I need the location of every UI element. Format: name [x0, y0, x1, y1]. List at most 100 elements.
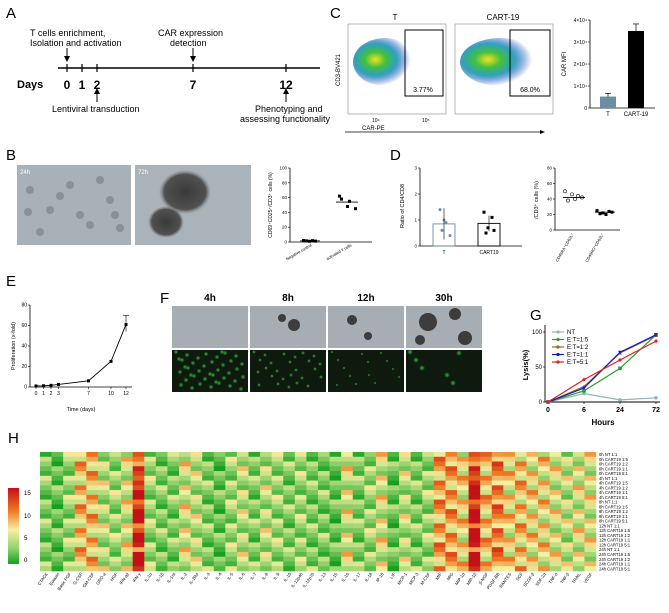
- heatmap-cell: [514, 471, 527, 477]
- heatmap-cell: [167, 466, 180, 472]
- heatmap-cell: [167, 532, 180, 538]
- heatmap-cell: [422, 566, 435, 572]
- heatmap-cell: [352, 532, 365, 538]
- heatmap-col-label: IL-1β: [155, 571, 165, 582]
- heatmap-cell: [422, 452, 435, 458]
- heatmap-cell: [457, 490, 469, 496]
- heatmap-cell: [86, 485, 99, 491]
- e-series-line: [35, 324, 127, 387]
- heatmap-cell: [399, 561, 411, 567]
- f-colony: [347, 315, 357, 325]
- heatmap-cell: [514, 566, 527, 572]
- heatmap-cell: [503, 504, 516, 510]
- heatmap-cell: [503, 551, 516, 558]
- f-fluor-cell: [354, 382, 358, 386]
- heatmap-cell: [63, 471, 76, 477]
- heatmap-col-label: RANTES: [498, 572, 512, 589]
- d-point-cart: [490, 215, 494, 219]
- heatmap-cell: [572, 480, 585, 486]
- heatmap-cell: [213, 461, 226, 467]
- heatmap-cell: [514, 547, 527, 553]
- heatmap-cell: [491, 547, 504, 553]
- heatmap-cell: [144, 485, 157, 491]
- heatmap-cell: [410, 504, 423, 510]
- heatmap-cell: [364, 556, 377, 562]
- mfi-bar: [628, 31, 644, 108]
- heatmap-cell: [433, 452, 446, 458]
- heatmap-cell: [433, 513, 446, 519]
- heatmap-col-label: MCP-3: [408, 571, 420, 585]
- heatmap-cell: [387, 475, 400, 481]
- heatmap-cell: [538, 494, 550, 500]
- heatmap-cell: [86, 480, 99, 486]
- heatmap-cell: [294, 561, 307, 567]
- heatmap-cell: [294, 528, 307, 534]
- heatmap-cell: [445, 566, 458, 572]
- heatmap-cell: [225, 504, 238, 510]
- heatmap-cell: [422, 513, 435, 519]
- heatmap-cell: [422, 518, 435, 524]
- heatmap-cell: [260, 566, 272, 572]
- heatmap-cell: [457, 461, 469, 467]
- heatmap-col-label: SCGF-β: [522, 571, 535, 587]
- heatmap-cell: [155, 523, 168, 529]
- heatmap-cell: [584, 556, 597, 562]
- heatmap-cell: [375, 466, 388, 472]
- heatmap-cell: [63, 499, 76, 505]
- b-tick-label: 40: [282, 210, 288, 215]
- f-fluor-cell: [336, 358, 340, 362]
- heatmap-cell: [433, 551, 446, 558]
- heatmap-cell: [329, 475, 342, 481]
- heatmap-cell: [260, 532, 272, 538]
- heatmap-cell: [40, 504, 52, 510]
- heatmap-cell: [63, 518, 76, 524]
- heatmap-cell: [225, 547, 238, 553]
- heatmap-cell: [167, 513, 180, 519]
- heatmap-cell: [491, 532, 504, 538]
- heatmap-cell: [584, 551, 597, 558]
- heatmap-cell: [202, 471, 215, 477]
- heatmap-cell: [86, 509, 99, 515]
- heatmap-cell: [144, 466, 157, 472]
- heatmap-cell: [387, 542, 400, 548]
- mfi-tick-label: 2×10⁴: [574, 62, 587, 68]
- heatmap-cell: [364, 551, 377, 558]
- heatmap-row-label: 4h CART19 1:2: [599, 485, 628, 490]
- heatmap-cell: [503, 513, 516, 519]
- heatmap-cell: [306, 532, 319, 538]
- heatmap-cell: [387, 461, 400, 467]
- heatmap-cell: [306, 518, 319, 524]
- heatmap-cell: [236, 556, 249, 562]
- heatmap-cell: [561, 494, 574, 500]
- heatmap-cell: [144, 566, 157, 572]
- heatmap-cell: [236, 471, 249, 477]
- heatmap-cell: [132, 509, 145, 515]
- heatmap-cell: [433, 542, 446, 548]
- heatmap-cell: [306, 513, 319, 519]
- heatmap-cell: [422, 471, 435, 477]
- heatmap-cell: [364, 547, 377, 553]
- heatmap-cell: [318, 485, 330, 491]
- heatmap-cell: [572, 509, 585, 515]
- heatmap-cell: [63, 551, 76, 558]
- heatmap-cell: [97, 471, 110, 477]
- heatmap-cell: [144, 551, 157, 558]
- heatmap-cell: [202, 518, 215, 524]
- step-lenti: Lentiviral transduction: [52, 104, 140, 114]
- heatmap-cell: [109, 452, 122, 458]
- heatmap-cell: [202, 537, 215, 543]
- heatmap-cell: [526, 504, 539, 510]
- d-point-ra: [563, 189, 567, 194]
- heatmap-cell: [561, 551, 574, 558]
- panel-label-h: H: [8, 430, 19, 447]
- f-fluor-cell: [281, 377, 285, 381]
- g-series-line: [547, 334, 657, 403]
- heatmap-row-label: 24h CART19 1:2: [599, 557, 631, 562]
- heatmap-cell: [549, 537, 562, 543]
- heatmap-cell: [248, 494, 261, 500]
- heatmap-cell: [468, 561, 481, 567]
- heatmap-cell: [375, 518, 388, 524]
- heatmap-cell: [155, 513, 168, 519]
- heatmap-cell: [86, 499, 99, 505]
- heatmap-cell: [40, 528, 52, 534]
